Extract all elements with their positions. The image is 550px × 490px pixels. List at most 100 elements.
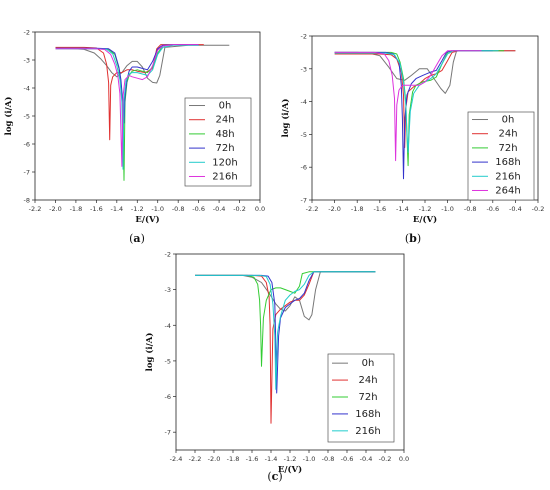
chart-panel-a: -2.2 -2.0 -1.8 -1.6 -1.4 -1.2 -1.0 -0.8 -0.6 -0.4…	[3, 29, 265, 246]
x-tick-label: -1.2	[131, 205, 144, 213]
legend-label: 216h	[355, 426, 380, 437]
y-tick-label: -5	[24, 113, 30, 121]
y-tick-label: -8	[24, 197, 30, 205]
y-tick-label: -3	[24, 57, 30, 65]
chart-panel-b: -2.2 -2.0 -1.8 -1.6 -1.4 -1.2 -1.0 -0.8 -0.6 -0.4…	[280, 33, 544, 246]
x-tick-label: -0.2	[379, 455, 392, 463]
x-tick-label: -0.4	[360, 455, 373, 463]
legend-box	[467, 111, 535, 201]
x-tick-label: -2.2	[306, 205, 319, 213]
series-line-0h	[195, 271, 376, 321]
x-tick-label: -1.8	[227, 455, 240, 463]
x-tick-label: -0.8	[322, 455, 335, 463]
series-line-216h	[195, 271, 376, 390]
x-tick-label: 0.0	[399, 455, 409, 463]
series-line-0h	[55, 44, 230, 84]
x-tick-label: -1.2	[419, 205, 432, 213]
legend-label: 24h	[358, 375, 377, 386]
x-tick-label: -2.2	[29, 205, 42, 213]
y-tick-label: -3	[301, 65, 307, 73]
x-tick-label: -0.2	[233, 205, 246, 213]
legend-box	[184, 97, 252, 187]
x-tick-label: -2.0	[208, 455, 221, 463]
x-tick-label: -1.6	[246, 455, 259, 463]
legend-label: 168h	[495, 157, 520, 168]
legend: 0h 24h 72h 168h 216h	[327, 353, 395, 443]
legend-label: 0h	[219, 101, 232, 112]
y-axis-title: log (i/A)	[280, 99, 291, 138]
x-tick-label: -0.4	[509, 205, 522, 213]
legend-label: 120h	[212, 157, 237, 168]
legend-label: 168h	[355, 409, 380, 420]
legend-label: 48h	[215, 129, 234, 140]
legend-label: 0h	[362, 358, 375, 369]
series-line-120h	[55, 44, 199, 170]
y-tick-label: -6	[24, 141, 30, 149]
x-tick-label: -2.0	[328, 205, 341, 213]
x-tick-label: -1.0	[151, 205, 164, 213]
x-tick-label: 0.0	[255, 205, 265, 213]
legend-label: 72h	[215, 143, 234, 154]
legend-label: 216h	[212, 171, 237, 182]
series-line-24h	[55, 44, 204, 141]
series-line-72h	[195, 271, 376, 367]
y-tick-label: -2	[24, 29, 30, 37]
series-line-216h	[334, 50, 499, 153]
series-line-216h	[55, 44, 199, 167]
x-tick-label: -1.8	[70, 205, 83, 213]
x-tick-label: -0.6	[341, 455, 354, 463]
x-axis-title: E/(V)	[278, 464, 302, 475]
x-tick-label: -0.8	[172, 205, 185, 213]
legend-label: 72h	[498, 143, 517, 154]
y-tick-label: -4	[301, 98, 307, 106]
x-tick-label: -2.0	[49, 205, 62, 213]
x-tick-label: -1.4	[396, 205, 409, 213]
legend: 0h 24h 72h 168h 216h 264h	[467, 111, 535, 201]
series-line-0h	[334, 50, 516, 94]
x-axis-title: E/(V)	[413, 214, 437, 225]
y-tick-label: -7	[301, 197, 307, 205]
x-tick-label: -0.6	[192, 205, 205, 213]
x-tick-label: -2.4	[170, 455, 183, 463]
y-tick-label: -4	[24, 85, 30, 93]
x-axis-title: E/(V)	[135, 214, 159, 225]
panel-label: (b)	[405, 232, 421, 245]
x-tick-label: -1.4	[265, 455, 278, 463]
x-tick-label: -1.6	[90, 205, 103, 213]
y-tick-label: -7	[24, 169, 30, 177]
legend-label: 24h	[498, 129, 517, 140]
x-tick-label: -1.2	[284, 455, 297, 463]
x-tick-label: -0.8	[464, 205, 477, 213]
x-tick-label: -1.8	[351, 205, 364, 213]
x-tick-label: -2.2	[189, 455, 202, 463]
chart-panel-c: -2.4 -2.2 -2.0 -1.8 -1.6 -1.4 -1.2 -1.0 -0.8 -0.6…	[144, 251, 409, 484]
legend-label: 216h	[495, 171, 520, 182]
y-tick-label: -4	[165, 322, 171, 330]
panel-label: (a)	[129, 232, 145, 245]
legend: 0h 24h 48h 72h 120h 216h	[184, 97, 252, 187]
legend-label: 24h	[215, 115, 234, 126]
x-tick-label: -1.0	[303, 455, 316, 463]
x-tick-label: -0.4	[213, 205, 226, 213]
legend-label: 0h	[502, 115, 515, 126]
x-tick-label: -0.6	[486, 205, 499, 213]
x-tick-label: -1.0	[441, 205, 454, 213]
y-tick-label: -5	[165, 357, 171, 365]
legend-label: 264h	[495, 185, 520, 196]
legend-box	[327, 353, 395, 443]
y-tick-label: -5	[301, 131, 307, 139]
y-tick-label: -2	[301, 33, 307, 41]
legend-label: 72h	[358, 392, 377, 403]
x-tick-label: -1.6	[373, 205, 386, 213]
y-tick-label: -3	[165, 286, 171, 294]
y-tick-label: -2	[165, 251, 171, 259]
x-tick-label: -0.2	[532, 205, 545, 213]
y-tick-label: -6	[301, 164, 307, 172]
y-axis-title: log (i/A)	[3, 97, 14, 136]
panel-label: (c)	[267, 470, 282, 483]
y-axis-title: log (i/A)	[144, 333, 155, 372]
series-line-72h	[55, 44, 199, 124]
series-line-264h	[334, 50, 482, 162]
x-tick-label: -1.4	[110, 205, 123, 213]
